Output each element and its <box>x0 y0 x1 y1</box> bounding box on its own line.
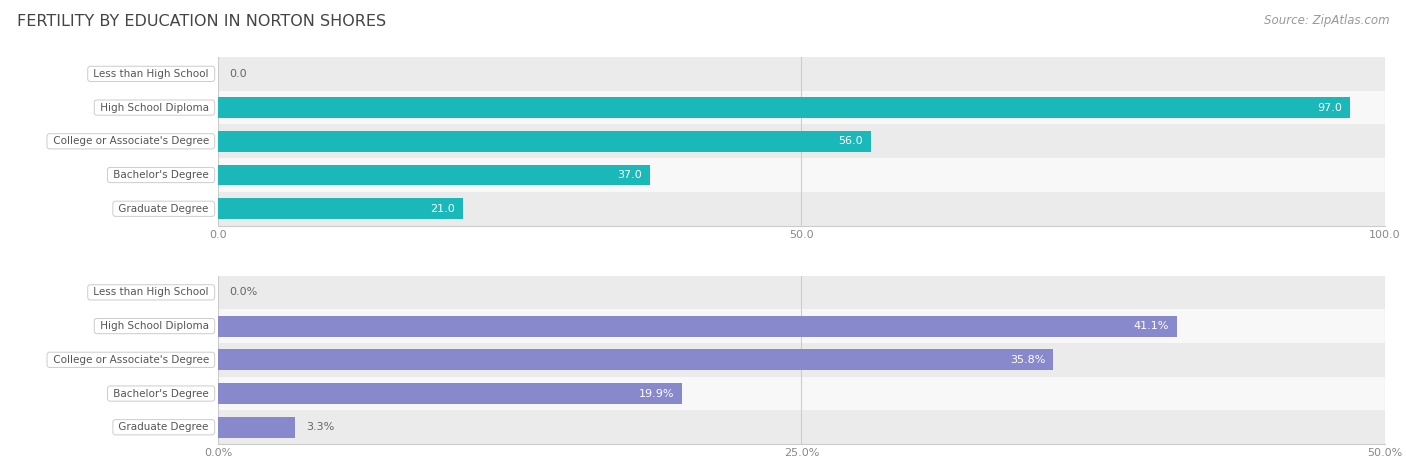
Bar <box>218 198 463 219</box>
Bar <box>218 377 1385 410</box>
Text: College or Associate's Degree: College or Associate's Degree <box>49 136 212 146</box>
Bar <box>218 192 1385 226</box>
Text: 56.0: 56.0 <box>838 136 863 146</box>
Text: 19.9%: 19.9% <box>638 389 675 399</box>
Bar <box>218 131 872 152</box>
Text: Less than High School: Less than High School <box>90 287 212 297</box>
Text: Graduate Degree: Graduate Degree <box>115 422 212 432</box>
Bar <box>218 309 1385 343</box>
Text: 3.3%: 3.3% <box>307 422 335 432</box>
Text: 41.1%: 41.1% <box>1133 321 1168 331</box>
Text: 21.0: 21.0 <box>430 204 454 214</box>
Text: High School Diploma: High School Diploma <box>97 103 212 113</box>
Bar <box>218 276 1385 309</box>
Bar <box>218 124 1385 158</box>
Bar <box>218 343 1385 377</box>
Text: Bachelor's Degree: Bachelor's Degree <box>110 389 212 399</box>
Text: Graduate Degree: Graduate Degree <box>115 204 212 214</box>
Bar <box>218 417 295 438</box>
Text: 35.8%: 35.8% <box>1010 355 1045 365</box>
Bar <box>218 315 1177 337</box>
Bar <box>218 349 1053 370</box>
Bar <box>218 57 1385 91</box>
Text: 97.0: 97.0 <box>1317 103 1341 113</box>
Bar <box>218 91 1385 124</box>
Bar <box>218 164 650 186</box>
Text: 37.0: 37.0 <box>617 170 641 180</box>
Text: 0.0: 0.0 <box>229 69 247 79</box>
Bar <box>218 97 1350 118</box>
Bar <box>218 158 1385 192</box>
Text: Source: ZipAtlas.com: Source: ZipAtlas.com <box>1264 14 1389 27</box>
Text: FERTILITY BY EDUCATION IN NORTON SHORES: FERTILITY BY EDUCATION IN NORTON SHORES <box>17 14 387 29</box>
Text: Bachelor's Degree: Bachelor's Degree <box>110 170 212 180</box>
Bar <box>218 410 1385 444</box>
Bar <box>218 383 682 404</box>
Text: 0.0%: 0.0% <box>229 287 257 297</box>
Text: Less than High School: Less than High School <box>90 69 212 79</box>
Text: High School Diploma: High School Diploma <box>97 321 212 331</box>
Text: College or Associate's Degree: College or Associate's Degree <box>49 355 212 365</box>
